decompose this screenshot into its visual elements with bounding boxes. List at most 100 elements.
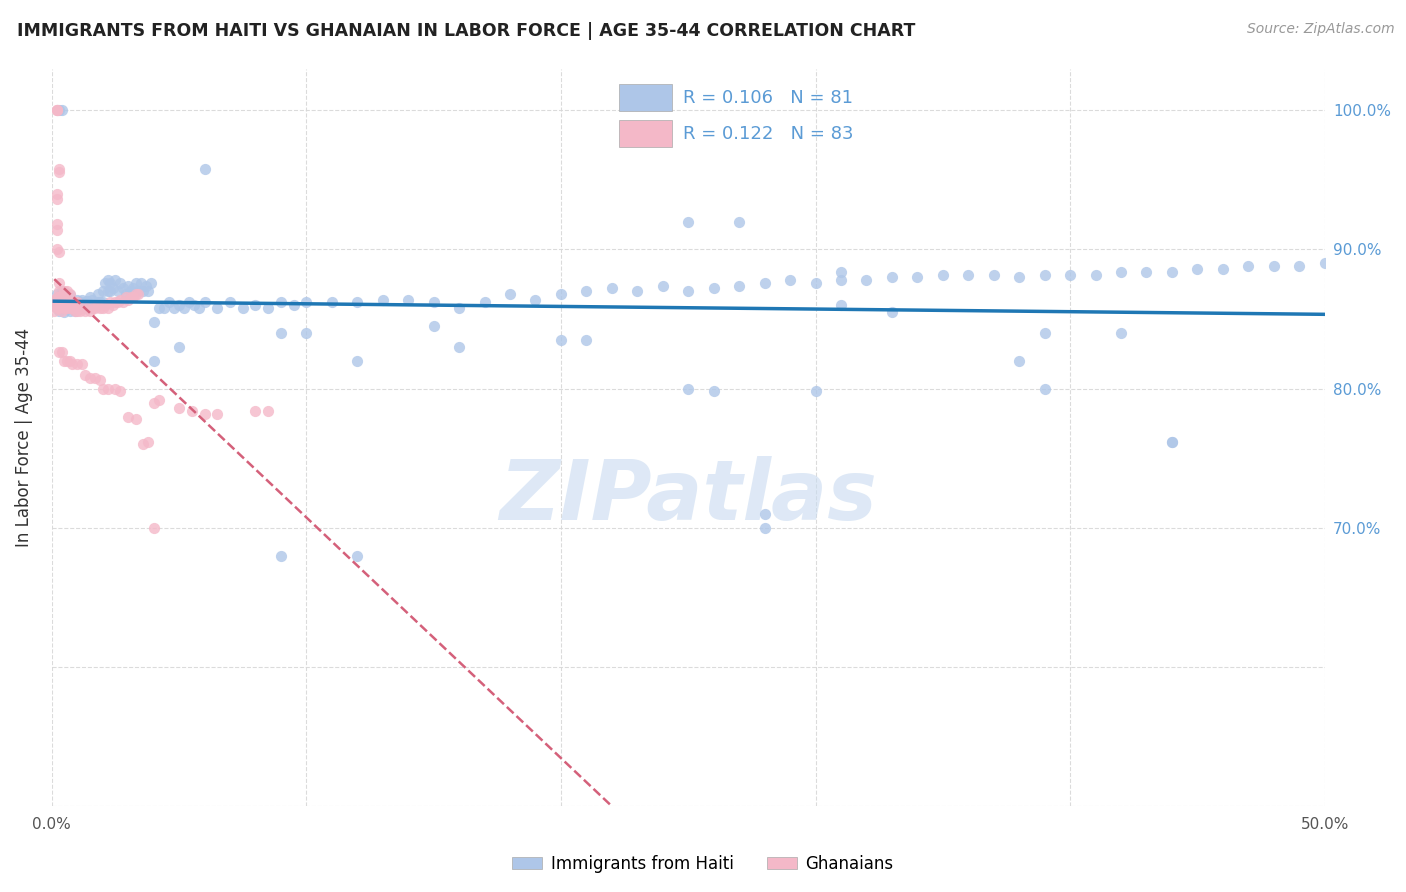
Point	[676, 285, 699, 299]
Point	[45, 295, 67, 310]
Point	[193, 295, 215, 310]
Point	[51, 345, 73, 359]
Point	[91, 295, 114, 310]
Point	[651, 278, 673, 293]
Point	[283, 298, 305, 312]
Point	[371, 293, 394, 307]
Point	[138, 285, 160, 299]
Point	[474, 295, 496, 310]
Point	[98, 276, 121, 290]
Point	[104, 382, 127, 396]
Point	[167, 401, 190, 416]
Point	[101, 281, 124, 295]
Point	[152, 301, 174, 315]
Point	[98, 285, 121, 299]
Point	[1059, 268, 1081, 282]
Point	[84, 301, 107, 315]
Point	[1288, 259, 1310, 273]
Point	[79, 290, 101, 304]
Point	[79, 303, 101, 318]
Point	[703, 384, 725, 399]
Point	[60, 295, 83, 310]
Point	[754, 276, 776, 290]
Point	[932, 268, 955, 282]
Legend: Immigrants from Haiti, Ghanaians: Immigrants from Haiti, Ghanaians	[506, 848, 900, 880]
Point	[173, 301, 195, 315]
Point	[58, 287, 80, 301]
Point	[76, 293, 98, 308]
Point	[142, 315, 165, 329]
Point	[132, 437, 155, 451]
Point	[830, 273, 852, 287]
Point	[270, 295, 292, 310]
Point	[97, 285, 120, 299]
Point	[72, 301, 94, 315]
Point	[257, 301, 280, 315]
Point	[72, 298, 94, 312]
Point	[1008, 354, 1031, 368]
Point	[53, 298, 76, 312]
Point	[676, 214, 699, 228]
Point	[97, 382, 120, 396]
Point	[905, 270, 928, 285]
Point	[63, 295, 86, 310]
Point	[66, 295, 89, 310]
Point	[114, 287, 136, 301]
Point	[45, 193, 67, 207]
Point	[48, 290, 70, 304]
Point	[1161, 434, 1184, 449]
Point	[82, 301, 104, 315]
Point	[73, 303, 96, 318]
Point	[110, 293, 132, 307]
Point	[89, 295, 111, 310]
Point	[48, 164, 70, 178]
Point	[48, 245, 70, 260]
Point	[550, 287, 572, 301]
Point	[270, 549, 292, 563]
Point	[48, 345, 70, 359]
Point	[232, 301, 254, 315]
Point	[89, 301, 111, 315]
Point	[45, 290, 67, 304]
Y-axis label: In Labor Force | Age 35-44: In Labor Force | Age 35-44	[15, 328, 32, 547]
Point	[245, 298, 267, 312]
Point	[98, 295, 121, 310]
Point	[53, 301, 76, 315]
Point	[138, 434, 160, 449]
Point	[63, 303, 86, 318]
Point	[56, 301, 79, 315]
Point	[1033, 326, 1056, 340]
Point	[142, 521, 165, 535]
Point	[56, 293, 79, 307]
Point	[86, 295, 108, 310]
Point	[1263, 259, 1285, 273]
Point	[183, 298, 205, 312]
Point	[51, 285, 73, 299]
Point	[112, 295, 135, 310]
Point	[127, 285, 149, 299]
Point	[855, 273, 877, 287]
Point	[79, 370, 101, 384]
Text: Source: ZipAtlas.com: Source: ZipAtlas.com	[1247, 22, 1395, 37]
Point	[703, 281, 725, 295]
Point	[142, 395, 165, 409]
Point	[56, 293, 79, 308]
Point	[51, 303, 73, 318]
Point	[58, 295, 80, 310]
Point	[45, 218, 67, 232]
Point	[53, 293, 76, 307]
Point	[60, 301, 83, 315]
Point	[51, 290, 73, 304]
Point	[1109, 326, 1132, 340]
Point	[193, 161, 215, 176]
Point	[69, 295, 91, 310]
Point	[1187, 262, 1209, 277]
Point	[76, 301, 98, 315]
Point	[84, 370, 107, 384]
Point	[193, 407, 215, 421]
Point	[45, 103, 67, 118]
Point	[56, 285, 79, 299]
Point	[110, 276, 132, 290]
Point	[1135, 265, 1157, 279]
Point	[728, 278, 751, 293]
